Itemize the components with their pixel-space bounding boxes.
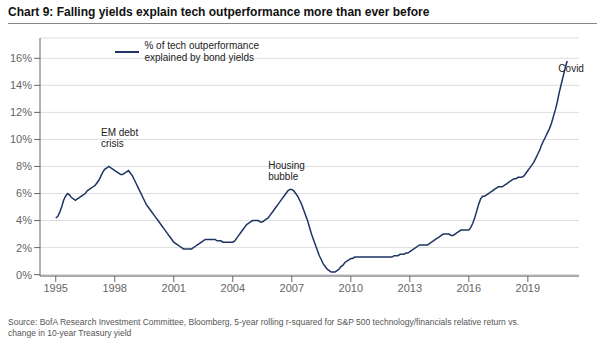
svg-text:2013: 2013 <box>398 282 422 294</box>
svg-text:8%: 8% <box>16 160 32 172</box>
svg-text:14%: 14% <box>10 79 32 91</box>
svg-text:2%: 2% <box>16 242 32 254</box>
html-text:Chart 9: Falling yields explai: Chart 9: Falling yields explain tech out… <box>8 5 430 19</box>
svg-text:4%: 4% <box>16 214 32 226</box>
html-text:% of tech outperformance expla: % of tech outperformance explained by bo… <box>144 40 259 63</box>
svg-text:1998: 1998 <box>103 282 127 294</box>
svg-text:16%: 16% <box>10 52 32 64</box>
html-text:Source: BofA Research Investme: Source: BofA Research Investment Committ… <box>8 317 519 338</box>
svg-text:2010: 2010 <box>339 282 363 294</box>
svg-text:2004: 2004 <box>221 282 245 294</box>
svg-text:1995: 1995 <box>43 282 67 294</box>
svg-text:Housingbubble: Housingbubble <box>268 160 305 182</box>
svg-text:Covid: Covid <box>558 63 584 74</box>
svg-text:EM debtcrisis: EM debtcrisis <box>101 127 138 149</box>
svg-text:2019: 2019 <box>516 282 540 294</box>
svg-text:12%: 12% <box>10 106 32 118</box>
svg-text:10%: 10% <box>10 133 32 145</box>
svg-text:0%: 0% <box>16 269 32 281</box>
svg-text:6%: 6% <box>16 187 32 199</box>
svg-text:2007: 2007 <box>280 282 304 294</box>
svg-text:2001: 2001 <box>162 282 186 294</box>
svg-text:2016: 2016 <box>457 282 481 294</box>
